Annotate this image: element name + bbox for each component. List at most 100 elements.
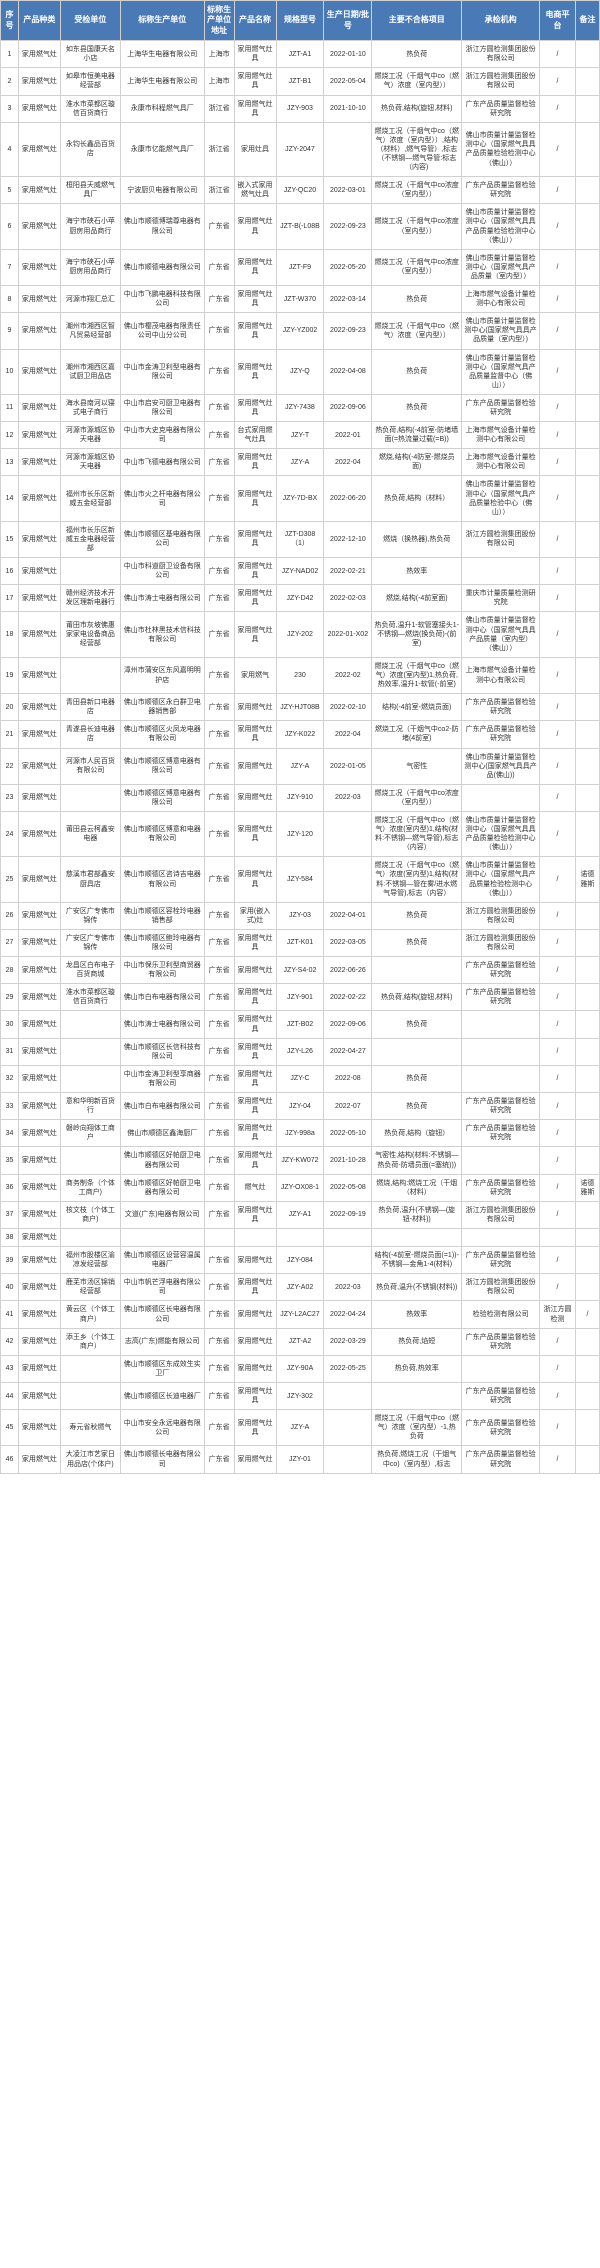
data-cell: JZY-HJT08B <box>276 694 324 721</box>
data-cell: 家用燃气灶具 <box>234 612 276 657</box>
data-cell: 广东产品质量监督检验研究院 <box>462 721 540 748</box>
data-cell: 家用燃气灶具 <box>234 249 276 285</box>
data-cell: 家用燃气灶 <box>18 476 60 521</box>
data-cell: 广东产品质量监督检验研究院 <box>462 1383 540 1410</box>
data-cell: 燃烧工况（干烟气中co（燃气）浓度(室内型)1,热负荷,热效率,温升1-软管(-… <box>372 657 462 693</box>
data-cell: 广东产品质量监督检验研究院 <box>462 1093 540 1120</box>
data-cell <box>575 1147 599 1174</box>
data-cell: / <box>540 957 576 984</box>
data-cell: 浙江方圆检测集团股份有限公司 <box>462 41 540 68</box>
data-cell: 2022-05-25 <box>324 1355 372 1382</box>
data-cell: 燃烧工况（干烟气中co浓度（室内型）） <box>372 204 462 249</box>
data-cell: 气密性,结构(材料:不锈钢—热负荷-防墙员面(=塞统))) <box>372 1147 462 1174</box>
table-row: 14家用燃气灶福州市长乐区新威五金经营部佛山市火之杆电器有限公司广东省家用燃气灶… <box>1 476 600 521</box>
data-cell <box>462 1065 540 1092</box>
data-cell: 26 <box>1 902 19 929</box>
data-cell: 2022-02 <box>324 657 372 693</box>
data-cell: 家用燃气灶 <box>18 1328 60 1355</box>
data-cell: 家用燃气灶具 <box>234 929 276 956</box>
data-cell: 广安区广专佛市锦传 <box>60 902 120 929</box>
data-cell: 家用燃气灶 <box>18 1410 60 1446</box>
data-cell: 慈溪市君部鑫安厨具店 <box>60 857 120 902</box>
data-cell: 意和华明新百货行 <box>60 1093 120 1120</box>
data-cell <box>462 1355 540 1382</box>
data-cell: 家用燃气灶 <box>18 1274 60 1301</box>
data-cell: 家用燃气灶 <box>234 1247 276 1274</box>
data-cell: / <box>540 694 576 721</box>
data-cell: 家用燃气灶 <box>18 1011 60 1038</box>
data-cell: 佛山市顺德区基电器有限公司 <box>120 521 204 557</box>
data-cell: 2022-07 <box>324 1093 372 1120</box>
data-cell: 家用燃气灶 <box>18 984 60 1011</box>
data-cell: 燃烧工况（干烟气中co（燃气）浓度（室内型）-1,热负荷 <box>372 1410 462 1446</box>
data-cell: 广东产品质量监督检验研究院 <box>462 1328 540 1355</box>
data-cell: 2022-02-03 <box>324 585 372 612</box>
data-cell: 家用燃气灶具 <box>234 349 276 394</box>
data-cell: 39 <box>1 1247 19 1274</box>
data-cell: 2022-09-23 <box>324 204 372 249</box>
data-cell <box>60 1011 120 1038</box>
data-cell <box>540 1228 576 1246</box>
data-cell: 广东省 <box>204 1174 234 1201</box>
data-cell: 家用燃气灶 <box>18 748 60 784</box>
data-cell: 2022-03-29 <box>324 1328 372 1355</box>
data-cell: / <box>540 313 576 349</box>
data-cell <box>575 1065 599 1092</box>
data-cell <box>324 1410 372 1446</box>
data-cell: 家用燃气灶具 <box>234 1410 276 1446</box>
data-cell: 广东产品质量监督检验研究院 <box>462 1120 540 1147</box>
table-row: 41家用燃气灶黄云区（个体工商户）佛山市顺德区长电器有限公司广东省家用燃气灶JZ… <box>1 1301 600 1328</box>
data-cell: / <box>575 1301 599 1328</box>
data-cell: 45 <box>1 1410 19 1446</box>
data-cell: 家用燃气灶 <box>18 1355 60 1382</box>
data-cell: 嵌入式家用燃气灶具 <box>234 177 276 204</box>
data-cell <box>575 1410 599 1446</box>
data-cell: 家用燃气灶 <box>234 957 276 984</box>
data-cell: 燃烧工况（干烟气中co浓度（室内型）） <box>372 249 462 285</box>
data-cell: 广东省 <box>204 784 234 811</box>
data-cell: 家用燃气灶 <box>234 1446 276 1473</box>
data-cell: 家用燃气灶具 <box>234 521 276 557</box>
data-cell: 浙江方圆检测集团股份有限公司 <box>462 521 540 557</box>
data-cell <box>575 585 599 612</box>
data-cell: 莆田县云柯鑫安电器 <box>60 811 120 856</box>
data-cell: 淮水市菜都区璇信百货商行 <box>60 95 120 122</box>
table-row: 16家用燃气灶中山市科道厨卫设备有限公司广东省家用燃气灶具JZY-NAD0220… <box>1 558 600 585</box>
data-cell: 浙江方圆检测集团股份有限公司 <box>462 68 540 95</box>
data-cell: / <box>540 349 576 394</box>
data-cell: 上海市燃气设备计量检测中心有限公司 <box>462 422 540 449</box>
data-cell: 家用燃气灶 <box>18 1174 60 1201</box>
table-row: 31家用燃气灶佛山市顺德区长信科技有限公司广东省家用燃气灶具JZY-L26202… <box>1 1038 600 1065</box>
data-cell: 2022-09-19 <box>324 1201 372 1228</box>
data-cell: 添王乡（个体工商户） <box>60 1328 120 1355</box>
data-cell: / <box>540 984 576 1011</box>
data-cell: / <box>540 748 576 784</box>
data-cell: 广东省 <box>204 1011 234 1038</box>
table-row: 3家用燃气灶淮水市菜都区璇信百货商行永康市科程燃气具厂浙江省家用燃气灶具JZY-… <box>1 95 600 122</box>
data-cell: JZY-QC20 <box>276 177 324 204</box>
data-cell: 佛山市质量计量监督检测中心（国家燃气具具产品质量检验检测中心（佛山）） <box>462 122 540 176</box>
data-cell: 上海市燃气设备计量检测中心有限公司 <box>462 449 540 476</box>
data-cell: 43 <box>1 1355 19 1382</box>
data-cell: 鹿芜市汤区锦销经营部 <box>60 1274 120 1301</box>
data-cell: 诺德雅斯 <box>575 857 599 902</box>
data-cell: JZY-K022 <box>276 721 324 748</box>
data-cell: 河源市翔汇总汇 <box>60 286 120 313</box>
data-cell <box>575 902 599 929</box>
data-cell: 燃烧,结构:燃烧工况（干烟（材料） <box>372 1174 462 1201</box>
data-cell: 广东省 <box>204 929 234 956</box>
data-cell: 家用燃气灶 <box>18 521 60 557</box>
data-cell: 佛山市顺德区好帕厨卫电器有限公司 <box>120 1147 204 1174</box>
data-cell: 2022-03-05 <box>324 929 372 956</box>
data-cell: 佛山市质量计量监督检测中心（国家燃气具产品质量检验中心（佛山）） <box>462 476 540 521</box>
data-cell <box>276 1228 324 1246</box>
data-cell: JZY-A <box>276 1410 324 1446</box>
data-cell <box>575 41 599 68</box>
data-cell: 家用燃气灶具 <box>234 811 276 856</box>
data-cell <box>575 1201 599 1228</box>
data-cell: 佛山市顺德区好帕厨卫电器有限公司 <box>120 1174 204 1201</box>
data-cell: 上海市 <box>204 41 234 68</box>
data-cell: 家用燃气灶具 <box>234 449 276 476</box>
data-cell: 18 <box>1 612 19 657</box>
data-cell: / <box>540 721 576 748</box>
